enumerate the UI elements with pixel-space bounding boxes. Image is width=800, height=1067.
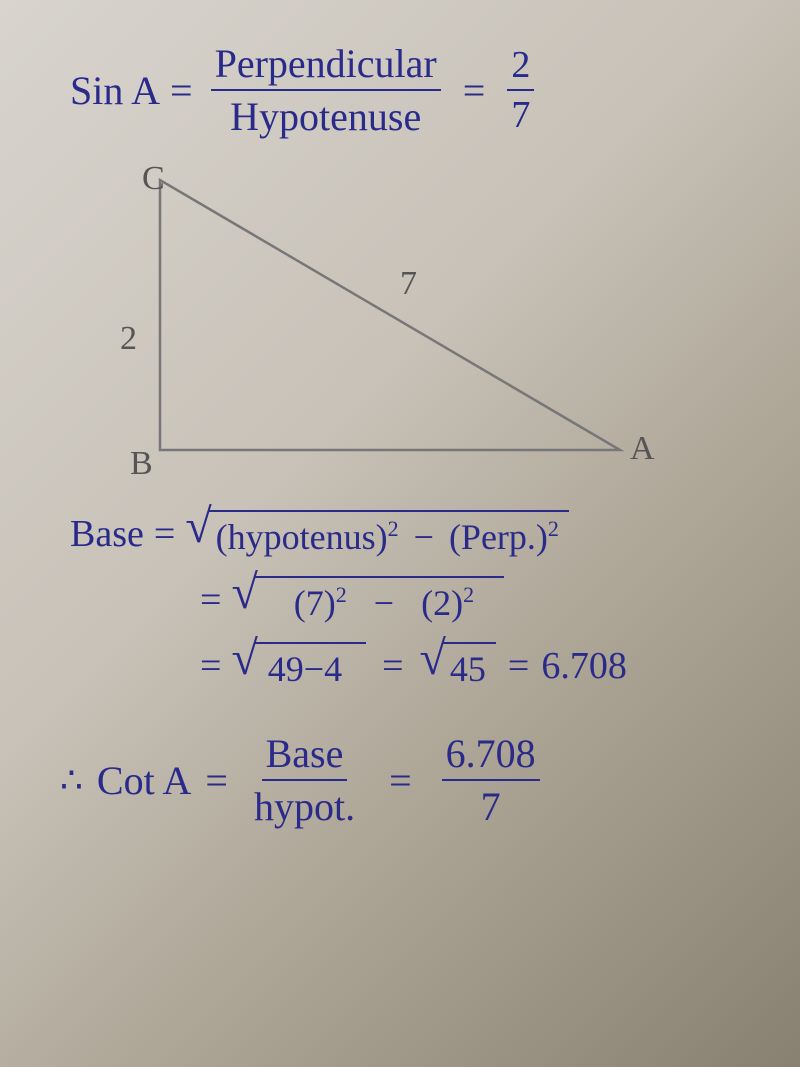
numerator-6708: 6.708 [442, 730, 540, 781]
equals-step3c: = [508, 644, 529, 688]
equation-cot-a: ∴ Cot A = Base hypot. = 6.708 7 [60, 730, 760, 830]
sin-a-lhs: Sin A [70, 67, 160, 114]
sqrt-45: √ 45 [420, 642, 496, 690]
sqrt-49-4: √ 49−4 [231, 642, 366, 690]
equation-base-step3: = √ 49−4 = √ 45 = 6.708 [200, 642, 760, 690]
denominator-hypotenuse: Hypotenuse [226, 91, 425, 140]
triangle-svg [100, 170, 660, 490]
equals-2: = [463, 67, 486, 114]
hyp-term: (hypotenus) [216, 517, 388, 557]
equals-base: = [154, 512, 175, 556]
cot-a-lhs: Cot A [97, 757, 191, 804]
radicand-45: 45 [442, 642, 496, 690]
equals-step2: = [200, 578, 221, 622]
equals-step3a: = [200, 644, 221, 688]
triangle-shape [160, 180, 620, 450]
side-cb-label: 2 [120, 320, 137, 358]
numerator-2: 2 [507, 43, 534, 91]
fraction-2-7: 2 7 [507, 43, 534, 137]
minus-1: − [414, 517, 434, 557]
denominator-7: 7 [507, 91, 534, 137]
hyp-exp: 2 [388, 516, 399, 541]
perp-term: (Perp.) [449, 517, 548, 557]
equals-cot-1: = [205, 757, 228, 804]
numerator-perpendicular: Perpendicular [211, 40, 441, 91]
triangle-diagram: C B A 2 7 [100, 170, 660, 490]
vertex-c-label: C [142, 160, 165, 198]
equals-1: = [170, 67, 193, 114]
seven-exp: 2 [336, 582, 347, 607]
perp-exp: 2 [548, 516, 559, 541]
radicand-1: (hypotenus)2 − (Perp.)2 [208, 510, 569, 558]
vertex-b-label: B [130, 445, 153, 483]
equals-step3b: = [382, 644, 403, 688]
sqrt-expression-1: √ (hypotenus)2 − (Perp.)2 [185, 510, 569, 558]
two-term: (2) [421, 583, 463, 623]
equals-cot-2: = [389, 757, 412, 804]
equation-sin-a: Sin A = Perpendicular Hypotenuse = 2 7 [70, 40, 760, 140]
minus-2: − [374, 583, 394, 623]
handwritten-page: Sin A = Perpendicular Hypotenuse = 2 7 C… [0, 0, 800, 1067]
equation-base-step2: = √ (7)2 − (2)2 [200, 576, 760, 624]
vertex-a-label: A [630, 430, 655, 468]
denominator-7b: 7 [477, 781, 505, 830]
therefore-symbol: ∴ [60, 759, 83, 801]
seven-term: (7) [294, 583, 336, 623]
radicand-49-4: 49−4 [254, 642, 366, 690]
equation-base: Base = √ (hypotenus)2 − (Perp.)2 [70, 510, 760, 558]
sqrt-expression-2: √ (7)2 − (2)2 [231, 576, 504, 624]
fraction-6708-7: 6.708 7 [442, 730, 540, 830]
base-lhs: Base [70, 512, 144, 556]
side-ca-label: 7 [400, 265, 417, 303]
denominator-hypot: hypot. [250, 781, 359, 830]
radicand-2: (7)2 − (2)2 [254, 576, 504, 624]
two-exp: 2 [463, 582, 474, 607]
fraction-perp-hyp: Perpendicular Hypotenuse [211, 40, 441, 140]
value-6708: 6.708 [541, 644, 627, 688]
numerator-base: Base [262, 730, 348, 781]
fraction-base-hypot: Base hypot. [250, 730, 359, 830]
